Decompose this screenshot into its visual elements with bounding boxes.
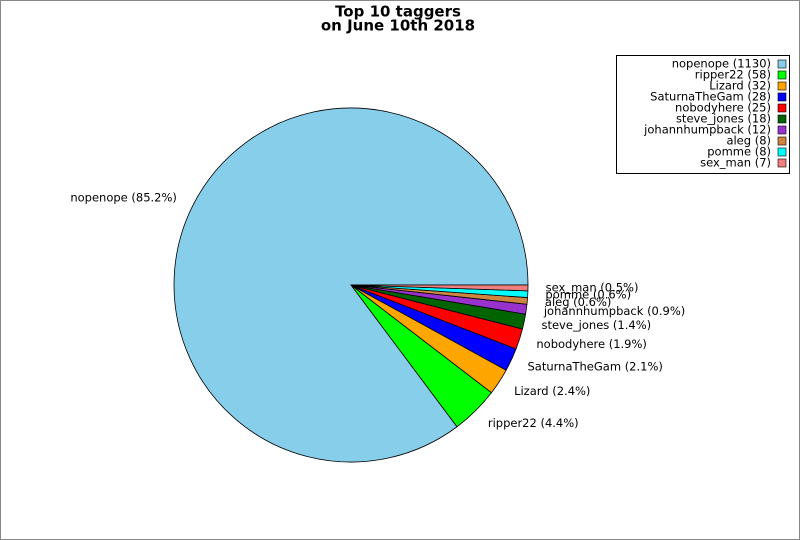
slice-label: Lizard (2.4%) bbox=[514, 384, 590, 398]
legend-swatch bbox=[777, 92, 787, 102]
pie-slice bbox=[350, 284, 529, 292]
legend-label: Lizard (32) bbox=[709, 79, 771, 93]
legend-label: nopenope (1130) bbox=[672, 57, 771, 71]
legend-label: ripper22 (58) bbox=[695, 68, 771, 82]
legend-label: steve_jones (18) bbox=[676, 112, 771, 126]
legend-swatch bbox=[777, 158, 787, 168]
slice-label: johannhumpback (0.9%) bbox=[543, 304, 685, 318]
slice-label: steve_jones (1.4%) bbox=[541, 318, 651, 332]
legend-swatch bbox=[777, 136, 787, 146]
legend-label: nobodyhere (25) bbox=[675, 101, 771, 115]
legend-swatch bbox=[777, 114, 787, 124]
legend-label: johannhumpback (12) bbox=[643, 123, 771, 137]
legend-label: SaturnaTheGam (28) bbox=[650, 90, 771, 104]
slice-label: SaturnaTheGam (2.1%) bbox=[527, 360, 662, 374]
slice-label: ripper22 (4.4%) bbox=[488, 416, 579, 430]
legend-swatch bbox=[777, 147, 787, 157]
legend-box bbox=[616, 55, 790, 174]
legend-label: sex_man (7) bbox=[700, 156, 771, 170]
chart-subtitle: on June 10th 2018 bbox=[321, 17, 475, 35]
slice-label: aleg (0.6%) bbox=[545, 295, 611, 309]
legend-label: aleg (8) bbox=[726, 134, 771, 148]
slice-label: nobodyhere (1.9%) bbox=[536, 337, 647, 351]
slice-label: pomme (0.6%) bbox=[545, 288, 631, 302]
slice-label: sex_man (0.5%) bbox=[546, 281, 639, 295]
slice-label: nopenope (85.2%) bbox=[70, 190, 177, 204]
legend-swatch bbox=[777, 103, 787, 113]
legend-swatch bbox=[777, 70, 787, 80]
legend-swatch bbox=[777, 59, 787, 69]
legend-swatch bbox=[777, 125, 787, 135]
chart-title: Top 10 taggers bbox=[335, 3, 461, 21]
legend-swatch bbox=[777, 81, 787, 91]
legend-label: pomme (8) bbox=[707, 145, 771, 159]
